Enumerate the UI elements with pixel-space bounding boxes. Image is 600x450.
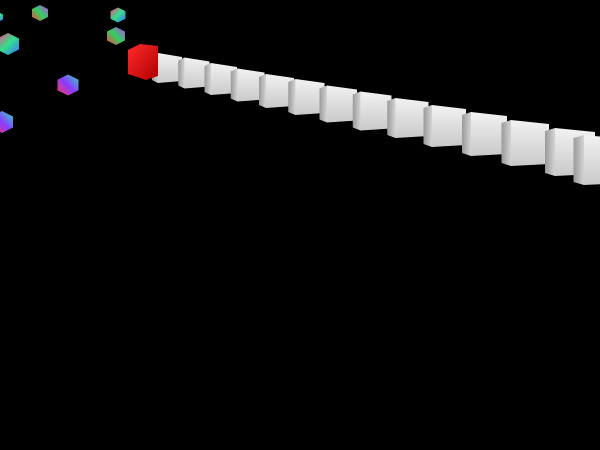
snake-segment [511,120,549,166]
food-cube [32,5,48,21]
snake-segment [184,57,210,89]
snake-segment-side [178,57,185,89]
food-cube [57,74,79,96]
snake-segment [395,98,429,138]
food-cube [0,33,19,55]
food-cube [110,7,126,23]
snake-segment [266,74,294,108]
snake-segment-side [319,85,327,123]
snake-segment-side [423,105,432,147]
snake-segment-side [259,74,266,108]
food-group [0,5,126,133]
snake-segment-side [204,63,211,95]
snake-segment [158,53,182,83]
snake-segment [471,112,507,156]
snake [128,44,600,185]
snake-segment-side [387,98,396,138]
snake-segment-side [230,68,238,102]
snake-segment-side [288,79,296,115]
snake-segment [360,91,392,131]
snake-segment [432,105,466,147]
food-cube [0,13,3,21]
food-cube [107,27,125,45]
snake-segment [584,135,600,185]
snake-segment-side [352,91,361,131]
snake-segment-side [573,135,584,185]
snake-head [128,44,158,80]
food-cube [0,111,13,133]
snake-segment [211,63,237,95]
snake-segment-side [545,128,555,176]
snake-segment [295,79,325,115]
snake-segment [237,68,265,102]
snake-segment [327,85,357,123]
snake-segment-side [462,112,471,156]
snake-segment-side [501,120,511,166]
